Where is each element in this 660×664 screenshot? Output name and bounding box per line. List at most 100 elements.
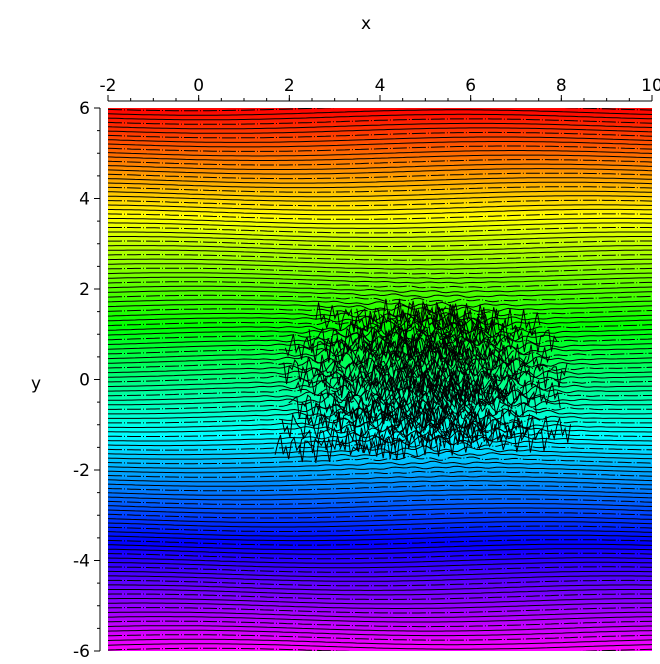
- color-band: [108, 580, 652, 584]
- contour-line: [108, 361, 652, 406]
- contour-line: [108, 638, 652, 646]
- contour-line: [108, 539, 652, 546]
- contour-squiggle: [359, 364, 426, 396]
- color-band: [108, 506, 652, 510]
- color-band: [108, 603, 652, 607]
- contour-line: [108, 186, 652, 193]
- contour-line: [108, 131, 652, 139]
- color-band: [108, 515, 652, 519]
- color-band: [108, 218, 652, 222]
- color-band: [108, 501, 652, 505]
- color-band: [108, 449, 652, 453]
- color-band: [108, 540, 652, 543]
- contour-line: [108, 199, 652, 207]
- contour-squiggle: [288, 390, 355, 419]
- color-band: [108, 212, 652, 215]
- contour-squiggle: [369, 399, 436, 431]
- color-band: [108, 191, 652, 195]
- contour-line: [108, 566, 652, 573]
- contour-line: [108, 195, 652, 202]
- contour-line: [108, 507, 652, 514]
- contour-line: [108, 543, 652, 551]
- contour-line: [108, 150, 652, 157]
- color-band: [108, 266, 652, 270]
- color-band: [108, 535, 652, 539]
- color-band: [108, 270, 652, 274]
- contour-squiggle: [274, 434, 341, 464]
- color-band: [108, 483, 652, 487]
- contour-squiggle: [423, 404, 490, 433]
- color-band: [108, 370, 652, 374]
- y-tick-label: -4: [73, 552, 90, 572]
- contour-line: [108, 227, 652, 234]
- contour-line: [108, 217, 652, 225]
- contour-line: [108, 611, 652, 618]
- color-band: [108, 408, 652, 412]
- contour-line: [108, 516, 652, 523]
- color-band: [108, 560, 652, 564]
- color-band: [108, 223, 652, 227]
- contour-squiggle: [345, 316, 411, 343]
- contour-line: [108, 190, 652, 198]
- color-band: [108, 148, 652, 152]
- color-band: [108, 474, 652, 478]
- color-band: [108, 440, 652, 444]
- color-band: [108, 583, 652, 586]
- contour-squiggle: [355, 352, 422, 378]
- x-tick-label: 4: [375, 76, 386, 96]
- color-band: [108, 479, 652, 482]
- contour-squiggle: [335, 374, 402, 402]
- contour-line: [108, 548, 652, 555]
- color-band: [108, 592, 652, 596]
- color-band: [108, 130, 652, 134]
- contour-line: [108, 118, 652, 125]
- contour-line: [108, 326, 652, 353]
- color-band: [108, 388, 652, 392]
- color-band: [108, 463, 652, 467]
- contour-line: [108, 208, 652, 216]
- color-band: [108, 187, 652, 191]
- color-band: [108, 282, 652, 286]
- contour-line: [108, 579, 652, 587]
- x-tick-label: 0: [193, 76, 204, 96]
- color-band: [108, 626, 652, 629]
- x-tick-label: 8: [556, 76, 567, 96]
- contour-squiggle: [305, 402, 372, 434]
- contour-line: [108, 589, 652, 596]
- color-band: [108, 309, 652, 313]
- color-band: [108, 617, 652, 620]
- contour-squiggle: [349, 329, 416, 361]
- contour-line: [108, 172, 652, 180]
- contour-line: [108, 557, 652, 564]
- contour-line: [108, 318, 652, 335]
- color-band: [108, 221, 652, 224]
- color-band: [108, 612, 652, 616]
- contour-line: [108, 584, 652, 591]
- contour-line: [108, 177, 652, 184]
- contour-line: [108, 479, 652, 487]
- contour-squiggle: [501, 358, 568, 389]
- contour-line: [108, 398, 652, 428]
- contour-squiggle: [407, 347, 474, 378]
- color-band: [108, 578, 652, 582]
- contour-lines: [108, 108, 652, 651]
- color-band: [108, 198, 652, 202]
- color-band: [108, 472, 652, 476]
- contour-squiggle: [427, 418, 494, 450]
- contour-squiggle: [484, 343, 551, 371]
- color-band: [108, 273, 652, 277]
- color-band: [108, 379, 652, 383]
- color-band: [108, 173, 652, 177]
- contour-line: [108, 484, 652, 492]
- contour-line: [108, 213, 652, 220]
- contour-line: [108, 236, 652, 243]
- color-band: [108, 203, 652, 206]
- color-band: [108, 162, 652, 166]
- contour-squiggle: [397, 312, 464, 342]
- color-band: [108, 628, 652, 632]
- color-band: [108, 275, 652, 279]
- contour-line: [108, 168, 652, 175]
- contour-line: [108, 222, 652, 229]
- y-tick-label: 2: [79, 280, 90, 300]
